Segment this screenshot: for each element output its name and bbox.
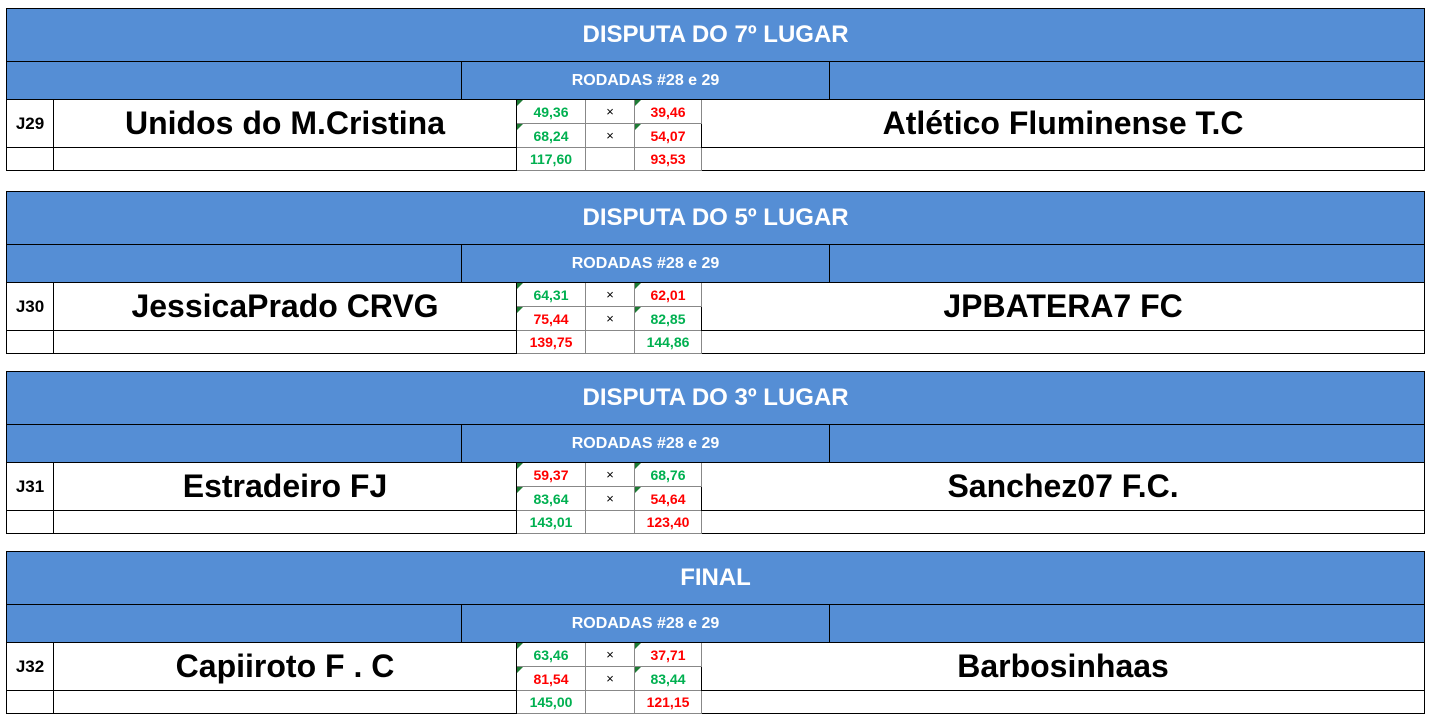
- round-label: RODADAS #28 e 29: [461, 424, 830, 463]
- home-score[interactable]: 117,60: [516, 147, 586, 171]
- sub-left: [6, 604, 462, 643]
- away-score[interactable]: 54,07: [634, 123, 702, 148]
- empty-cell: [700, 330, 1426, 354]
- empty-cell: [6, 147, 54, 171]
- empty-cell: [700, 690, 1426, 714]
- home-score[interactable]: 68,24: [516, 123, 586, 148]
- sub-right: [828, 424, 1426, 463]
- empty-cell: [53, 330, 517, 354]
- empty-cell: [6, 330, 54, 354]
- match-block: DISPUTA DO 7º LUGAR RODADAS #28 e 29 J29…: [5, 8, 1426, 171]
- versus-mark: ×: [585, 486, 635, 511]
- versus-mark: ×: [585, 666, 635, 691]
- away-score[interactable]: 82,85: [634, 306, 702, 331]
- sub-left: [6, 244, 462, 283]
- home-team[interactable]: Unidos do M.Cristina: [53, 99, 517, 148]
- away-team[interactable]: Sanchez07 F.C.: [700, 462, 1426, 511]
- away-score[interactable]: 68,76: [634, 462, 702, 487]
- away-team[interactable]: Atlético Fluminense T.C: [700, 99, 1426, 148]
- away-score[interactable]: 54,64: [634, 486, 702, 511]
- versus-mark: ×: [585, 99, 635, 124]
- home-team[interactable]: Estradeiro FJ: [53, 462, 517, 511]
- round-label: RODADAS #28 e 29: [461, 244, 830, 283]
- home-score[interactable]: 75,44: [516, 306, 586, 331]
- block-title: FINAL: [5, 551, 1426, 605]
- away-team[interactable]: Barbosinhaas: [700, 642, 1426, 691]
- match-block: FINAL RODADAS #28 e 29 J32 Capiiroto F .…: [5, 551, 1426, 714]
- versus-mark: [585, 690, 635, 714]
- away-score[interactable]: 93,53: [634, 147, 702, 171]
- versus-mark: ×: [585, 306, 635, 331]
- versus-mark: ×: [585, 282, 635, 307]
- away-score[interactable]: 144,86: [634, 330, 702, 354]
- away-score[interactable]: 62,01: [634, 282, 702, 307]
- sub-right: [828, 244, 1426, 283]
- home-score[interactable]: 49,36: [516, 99, 586, 124]
- match-code: J32: [6, 642, 54, 691]
- sub-right: [828, 61, 1426, 100]
- sub-right: [828, 604, 1426, 643]
- empty-cell: [53, 147, 517, 171]
- away-team[interactable]: JPBATERA7 FC: [700, 282, 1426, 331]
- empty-cell: [6, 690, 54, 714]
- home-score[interactable]: 83,64: [516, 486, 586, 511]
- block-title: DISPUTA DO 7º LUGAR: [5, 8, 1426, 62]
- home-score[interactable]: 64,31: [516, 282, 586, 307]
- home-score[interactable]: 81,54: [516, 666, 586, 691]
- home-team[interactable]: JessicaPrado CRVG: [53, 282, 517, 331]
- away-score[interactable]: 39,46: [634, 99, 702, 124]
- sub-left: [6, 61, 462, 100]
- block-title: DISPUTA DO 5º LUGAR: [5, 191, 1426, 245]
- versus-mark: [585, 510, 635, 534]
- home-score[interactable]: 143,01: [516, 510, 586, 534]
- empty-cell: [700, 510, 1426, 534]
- empty-cell: [53, 690, 517, 714]
- sub-left: [6, 424, 462, 463]
- away-score[interactable]: 37,71: [634, 642, 702, 667]
- versus-mark: ×: [585, 462, 635, 487]
- home-score[interactable]: 63,46: [516, 642, 586, 667]
- away-score[interactable]: 83,44: [634, 666, 702, 691]
- round-label: RODADAS #28 e 29: [461, 604, 830, 643]
- round-label: RODADAS #28 e 29: [461, 61, 830, 100]
- home-score[interactable]: 145,00: [516, 690, 586, 714]
- empty-cell: [6, 510, 54, 534]
- match-block: DISPUTA DO 3º LUGAR RODADAS #28 e 29 J31…: [5, 371, 1426, 534]
- match-block: DISPUTA DO 5º LUGAR RODADAS #28 e 29 J30…: [5, 191, 1426, 354]
- home-score[interactable]: 139,75: [516, 330, 586, 354]
- home-score[interactable]: 59,37: [516, 462, 586, 487]
- away-score[interactable]: 121,15: [634, 690, 702, 714]
- empty-cell: [700, 147, 1426, 171]
- home-team[interactable]: Capiiroto F . C: [53, 642, 517, 691]
- away-score[interactable]: 123,40: [634, 510, 702, 534]
- versus-mark: ×: [585, 642, 635, 667]
- versus-mark: [585, 147, 635, 171]
- versus-mark: ×: [585, 123, 635, 148]
- match-code: J31: [6, 462, 54, 511]
- match-code: J30: [6, 282, 54, 331]
- versus-mark: [585, 330, 635, 354]
- match-code: J29: [6, 99, 54, 148]
- empty-cell: [53, 510, 517, 534]
- block-title: DISPUTA DO 3º LUGAR: [5, 371, 1426, 425]
